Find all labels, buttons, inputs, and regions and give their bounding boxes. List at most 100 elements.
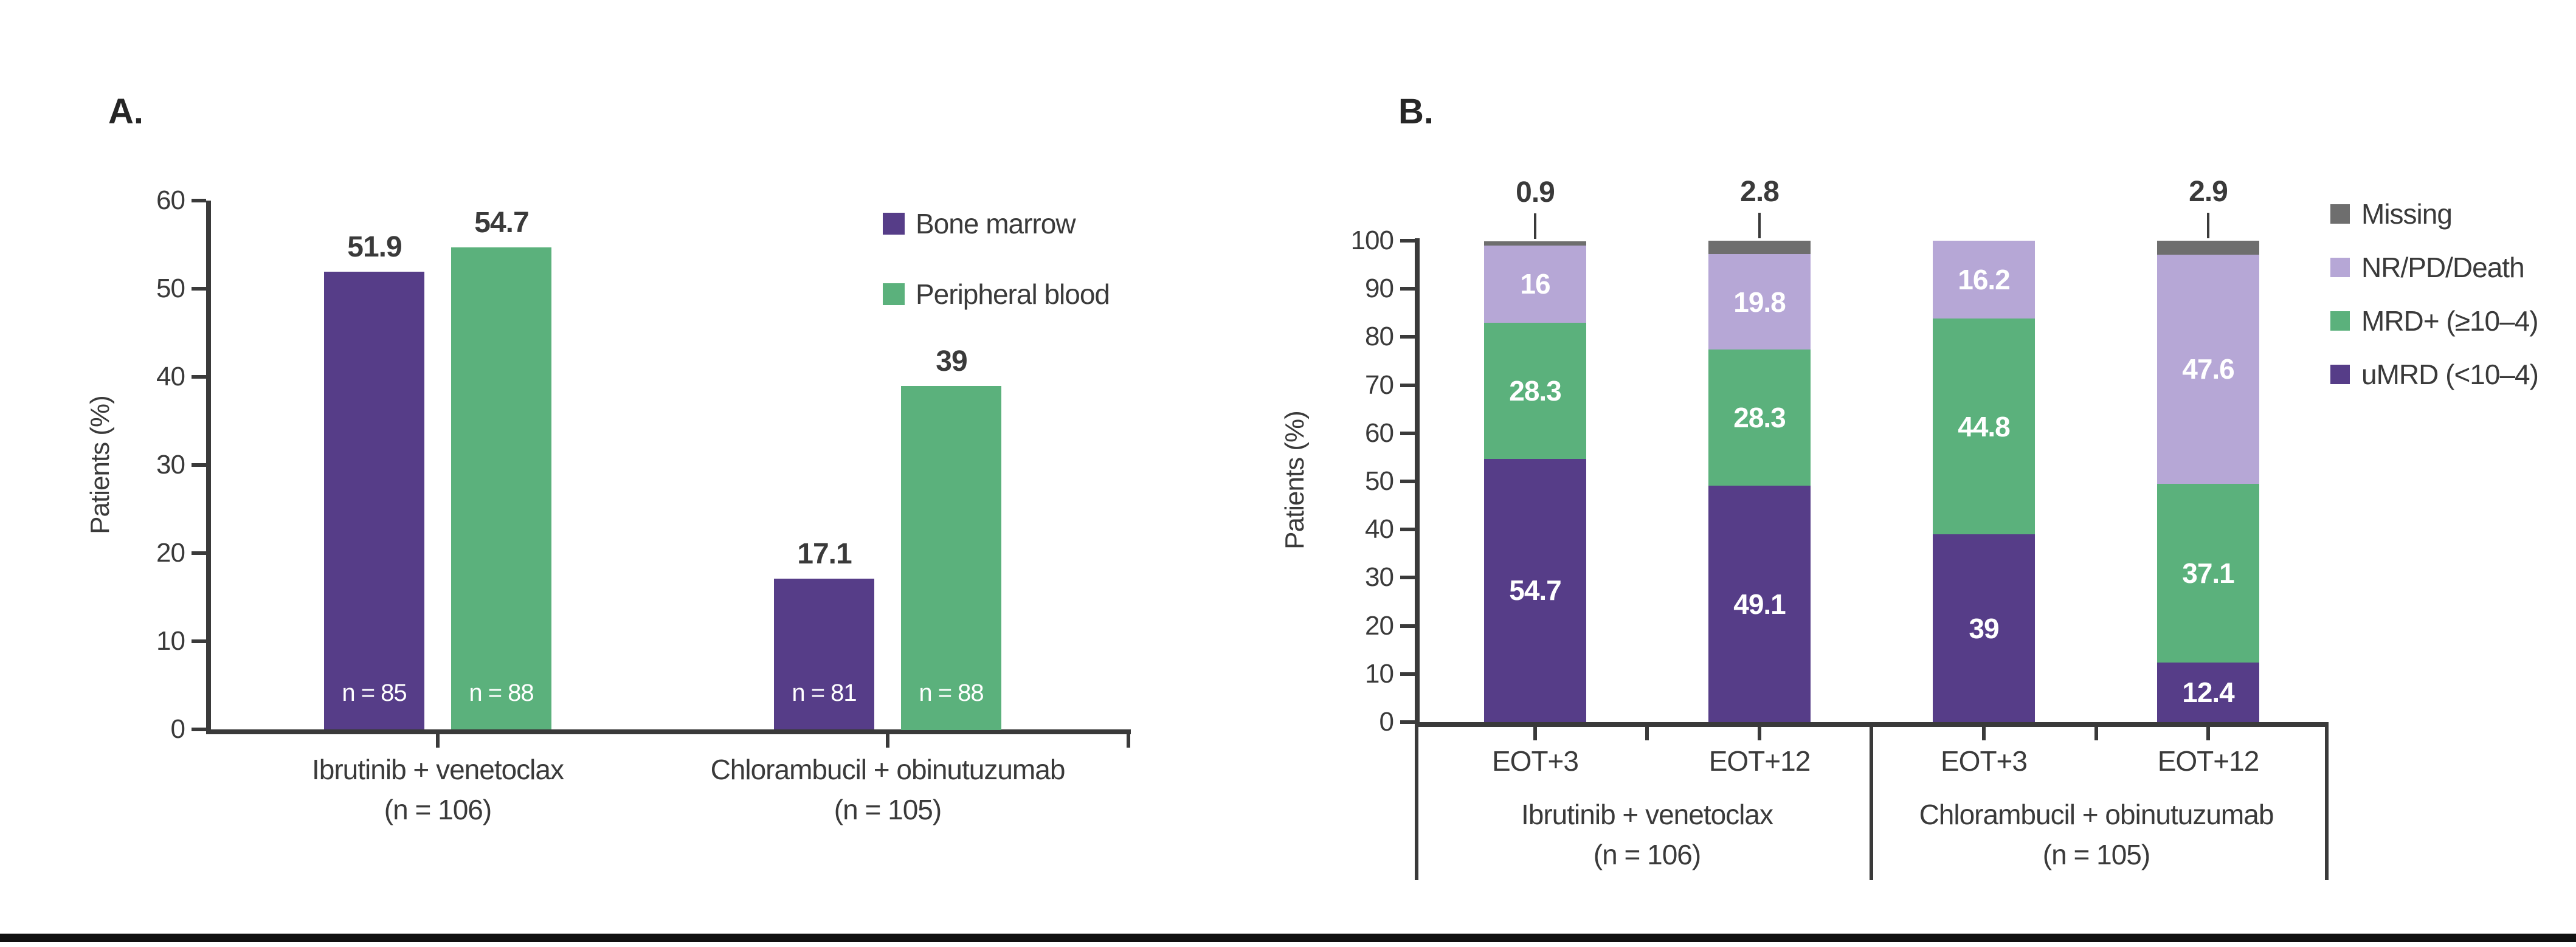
legend-label: Missing: [2361, 198, 2453, 230]
group-sublabel: (n = 106): [1593, 839, 1701, 870]
y-tick: [1400, 480, 1415, 483]
category-label: Ibrutinib + venetoclax: [312, 754, 564, 785]
y-tick-label: 40: [156, 362, 185, 391]
bar-peripheral-blood: [451, 247, 551, 729]
bar-segment-missing: [1484, 241, 1586, 246]
legend-swatch-mrd+-10-4-: [2330, 311, 2350, 331]
y-tick: [1400, 528, 1415, 531]
y-tick-label: 80: [1365, 322, 1394, 351]
y-tick-label: 0: [1379, 707, 1394, 737]
bar-segment-mrd+-10-4-: [2157, 484, 2259, 663]
y-tick-label: 100: [1350, 226, 1394, 255]
segment-value-label: 47.6: [2182, 353, 2235, 385]
missing-callout-line: [1534, 213, 1536, 239]
group-table-left-line: [1415, 727, 1418, 880]
y-tick: [192, 375, 206, 379]
y-tick: [192, 199, 206, 202]
y-tick: [1400, 287, 1415, 291]
y-tick: [192, 728, 206, 731]
bottom-divider-line: [0, 934, 2576, 942]
x-tick: [436, 734, 440, 748]
segment-value-label: 12.4: [2182, 677, 2235, 708]
y-tick: [1400, 335, 1415, 339]
missing-callout-label: 2.9: [2189, 176, 2228, 208]
y-tick: [1400, 384, 1415, 387]
legend-label: MRD+ (≥10–4): [2361, 305, 2539, 337]
bar-segment-mrd+-10-4-: [1708, 350, 1811, 486]
legend-swatch-peripheral-blood: [883, 283, 905, 305]
y-tick: [1400, 624, 1415, 628]
bar-segment-nr-pd-death: [1933, 241, 2035, 319]
bar-segment-umrd-10-4-: [2157, 663, 2259, 722]
bar-bone-marrow: [774, 579, 874, 729]
segment-value-label: 39: [1969, 613, 1999, 644]
y-tick: [1400, 720, 1415, 724]
y-tick-label: 20: [156, 538, 185, 568]
legend-label: NR/PD/Death: [2361, 252, 2525, 283]
bar-segment-nr-pd-death: [1484, 246, 1586, 323]
y-tick-label: 30: [156, 450, 185, 480]
y-tick-label: 70: [1365, 370, 1394, 400]
bar-segment-missing: [1708, 241, 1811, 254]
bar-n-label: n = 88: [919, 680, 984, 706]
segment-value-label: 49.1: [1733, 588, 1786, 620]
segment-value-label: 54.7: [1509, 574, 1562, 606]
group-label: Ibrutinib + venetoclax: [1521, 799, 1773, 830]
panel-a-y-axis: [206, 201, 211, 734]
segment-value-label: 44.8: [1958, 411, 2011, 443]
y-tick-label: 10: [156, 626, 185, 656]
y-tick: [192, 463, 206, 467]
y-tick-label: 0: [170, 714, 185, 744]
bar-n-label: n = 88: [469, 680, 534, 706]
bar-segment-missing: [2157, 241, 2259, 255]
bar-n-label: n = 85: [342, 680, 407, 706]
missing-callout-label: 0.9: [1516, 176, 1555, 208]
legend-swatch-bone-marrow: [883, 213, 905, 235]
bar-segment-umrd-10-4-: [1708, 486, 1811, 722]
legend-swatch-missing: [2330, 204, 2350, 224]
bar-value-label: 51.9: [347, 231, 402, 263]
bar-segment-nr-pd-death: [2157, 255, 2259, 484]
category-sublabel: (n = 106): [384, 794, 492, 825]
y-tick: [1400, 432, 1415, 435]
segment-value-label: 16.2: [1958, 264, 2011, 295]
bar-value-label: 54.7: [474, 207, 529, 239]
legend-label: uMRD (<10–4): [2361, 359, 2539, 390]
group-divider-line: [1870, 727, 1873, 880]
bar-value-label: 39: [936, 345, 967, 377]
y-tick-label: 10: [1365, 659, 1394, 689]
x-tick: [886, 734, 889, 748]
segment-value-label: 37.1: [2182, 557, 2235, 589]
y-tick: [1400, 672, 1415, 676]
y-tick: [192, 287, 206, 291]
y-tick: [1400, 576, 1415, 579]
x-tick: [1758, 727, 1761, 740]
group-label: Chlorambucil + obinutuzumab: [1919, 799, 2274, 830]
legend-swatch-umrd-10-4-: [2330, 365, 2350, 384]
y-tick: [1400, 239, 1415, 243]
timepoint-label: EOT+3: [1491, 745, 1579, 777]
category-sublabel: (n = 105): [834, 794, 942, 825]
panel-b-label: B.: [1398, 92, 1434, 131]
y-tick: [192, 639, 206, 643]
legend-swatch-nr-pd-death: [2330, 258, 2350, 277]
x-tick: [1645, 727, 1649, 740]
x-tick: [2206, 727, 2210, 740]
group-table-right-line: [2325, 727, 2329, 880]
panel-a-label: A.: [108, 92, 143, 131]
panel-a-x-axis: [206, 729, 1131, 734]
timepoint-label: EOT+3: [1940, 745, 2028, 777]
segment-value-label: 28.3: [1509, 375, 1562, 407]
y-tick-label: 30: [1365, 562, 1394, 592]
bar-segment-umrd-10-4-: [1933, 534, 2035, 722]
x-tick: [1127, 734, 1130, 748]
timepoint-label: EOT+12: [1708, 745, 1811, 777]
x-tick: [1533, 727, 1537, 740]
missing-callout-label: 2.8: [1740, 176, 1780, 208]
legend-label: Peripheral blood: [916, 278, 1110, 310]
bar-n-label: n = 81: [792, 680, 857, 706]
